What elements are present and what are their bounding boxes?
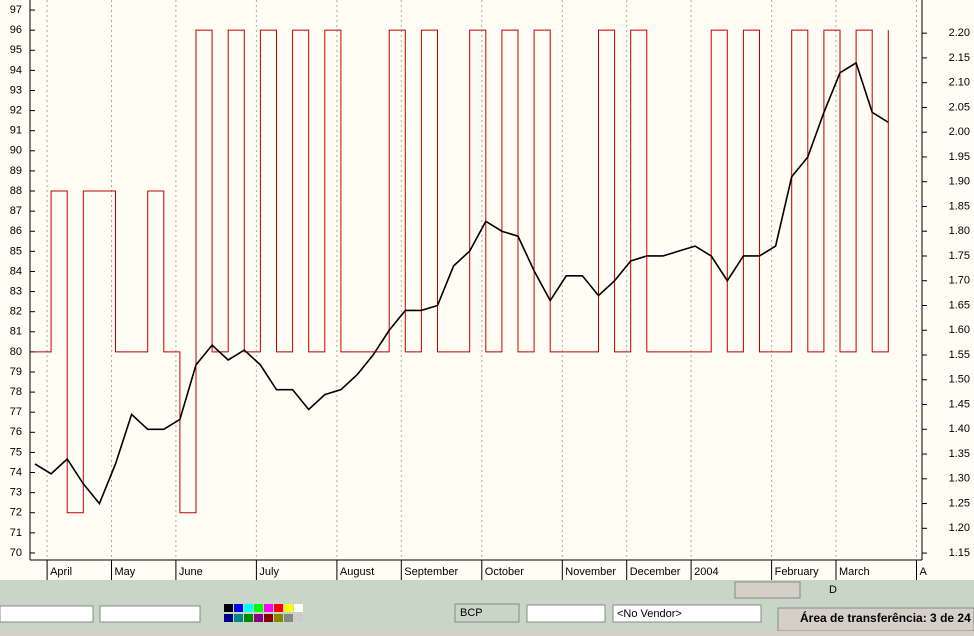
period-button[interactable]: D (829, 584, 837, 596)
y2-tick-label: 1.30 (949, 473, 970, 485)
x-tick-label: March (839, 566, 870, 578)
y-tick-label: 73 (10, 487, 22, 499)
y-tick-label: 81 (10, 326, 22, 338)
y-tick-label: 70 (10, 547, 22, 559)
y-tick-label: 77 (10, 406, 22, 418)
plot: 70 71 72 73 74 75 76 77 78 79 80 81 82 83 84 85 86 87 88 89… (10, 0, 970, 580)
clipboard-status: Área de transferência: 3 de 24 (800, 610, 971, 625)
y2-tick-label: 1.75 (949, 250, 970, 262)
x-tick-label: December (630, 566, 681, 578)
y2-tick-label: 2.00 (949, 126, 970, 138)
x-axis-band (0, 560, 974, 580)
y-tick-label: 80 (10, 346, 22, 358)
y2-tick-label: 1.65 (949, 299, 970, 311)
x-tick-label: September (404, 566, 458, 578)
source-select[interactable] (526, 604, 606, 623)
y2-tick-label: 1.35 (949, 448, 970, 460)
y-tick-label: 87 (10, 205, 22, 217)
color-palette[interactable] (224, 604, 303, 622)
y-tick-label: 89 (10, 165, 22, 177)
y2-tick-label: 1.90 (949, 176, 970, 188)
x-tick-label: July (259, 566, 279, 578)
y2-tick-label: 2.15 (949, 52, 970, 64)
y2-tick-label: 1.15 (949, 547, 970, 559)
y-tick-label: 95 (10, 44, 22, 56)
y2-tick-label: 1.50 (949, 374, 970, 386)
y-tick-label: 79 (10, 366, 22, 378)
line-style-select[interactable] (0, 605, 94, 623)
scrollbar[interactable] (734, 581, 801, 599)
y-tick-label: 92 (10, 104, 22, 116)
y-tick-label: 83 (10, 285, 22, 297)
line-width-select[interactable] (99, 605, 201, 623)
x-tick-label: June (179, 566, 203, 578)
x-tick-label: May (115, 566, 136, 578)
y-tick-label: 91 (10, 125, 22, 137)
x-tick-label: October (485, 566, 524, 578)
y2-tick-label: 1.70 (949, 275, 970, 287)
symbol-box[interactable] (454, 603, 520, 623)
y-tick-label: 82 (10, 306, 22, 318)
y-tick-label: 96 (10, 24, 22, 36)
y-tick-label: 74 (10, 466, 22, 478)
y2-tick-label: 2.20 (949, 27, 970, 39)
y-tick-label: 78 (10, 386, 22, 398)
y2-tick-label: 1.40 (949, 423, 970, 435)
y2-tick-label: 1.20 (949, 522, 970, 534)
y2-tick-label: 1.45 (949, 398, 970, 410)
y2-tick-label: 1.85 (949, 200, 970, 212)
y2-tick-label: 1.25 (949, 497, 970, 509)
y2-tick-label: 1.55 (949, 349, 970, 361)
y-tick-label: 94 (10, 64, 22, 76)
series-line (34, 61, 889, 506)
y2-tick-label: 2.10 (949, 77, 970, 89)
y-tick-label: 72 (10, 507, 22, 519)
x-tick-label: August (340, 566, 374, 578)
y-tick-label: 84 (10, 265, 22, 277)
y-tick-label: 97 (10, 4, 22, 16)
y-tick-label: 88 (10, 185, 22, 197)
y-tick-label: 75 (10, 446, 22, 458)
y-tick-label: 71 (10, 527, 22, 539)
y2-tick-label: 1.95 (949, 151, 970, 163)
x-tick-label: November (565, 566, 616, 578)
vendor-select[interactable] (612, 604, 762, 623)
y2-tick-label: 2.05 (949, 101, 970, 113)
series-line (35, 29, 889, 514)
y-tick-label: 90 (10, 145, 22, 157)
chart-background (0, 0, 974, 580)
symbol: BCP (460, 607, 483, 619)
y-tick-label: 85 (10, 245, 22, 257)
y-tick-label: 76 (10, 426, 22, 438)
y-tick-label: 93 (10, 84, 22, 96)
vendor: <No Vendor> (617, 608, 682, 620)
x-tick-label: April (50, 566, 72, 578)
x-tick-label: A (920, 566, 928, 578)
x-tick-label: February (775, 566, 820, 578)
y-tick-label: 86 (10, 225, 22, 237)
y2-tick-label: 1.60 (949, 324, 970, 336)
x-tick-label: 2004 (694, 566, 718, 578)
y2-tick-label: 1.80 (949, 225, 970, 237)
